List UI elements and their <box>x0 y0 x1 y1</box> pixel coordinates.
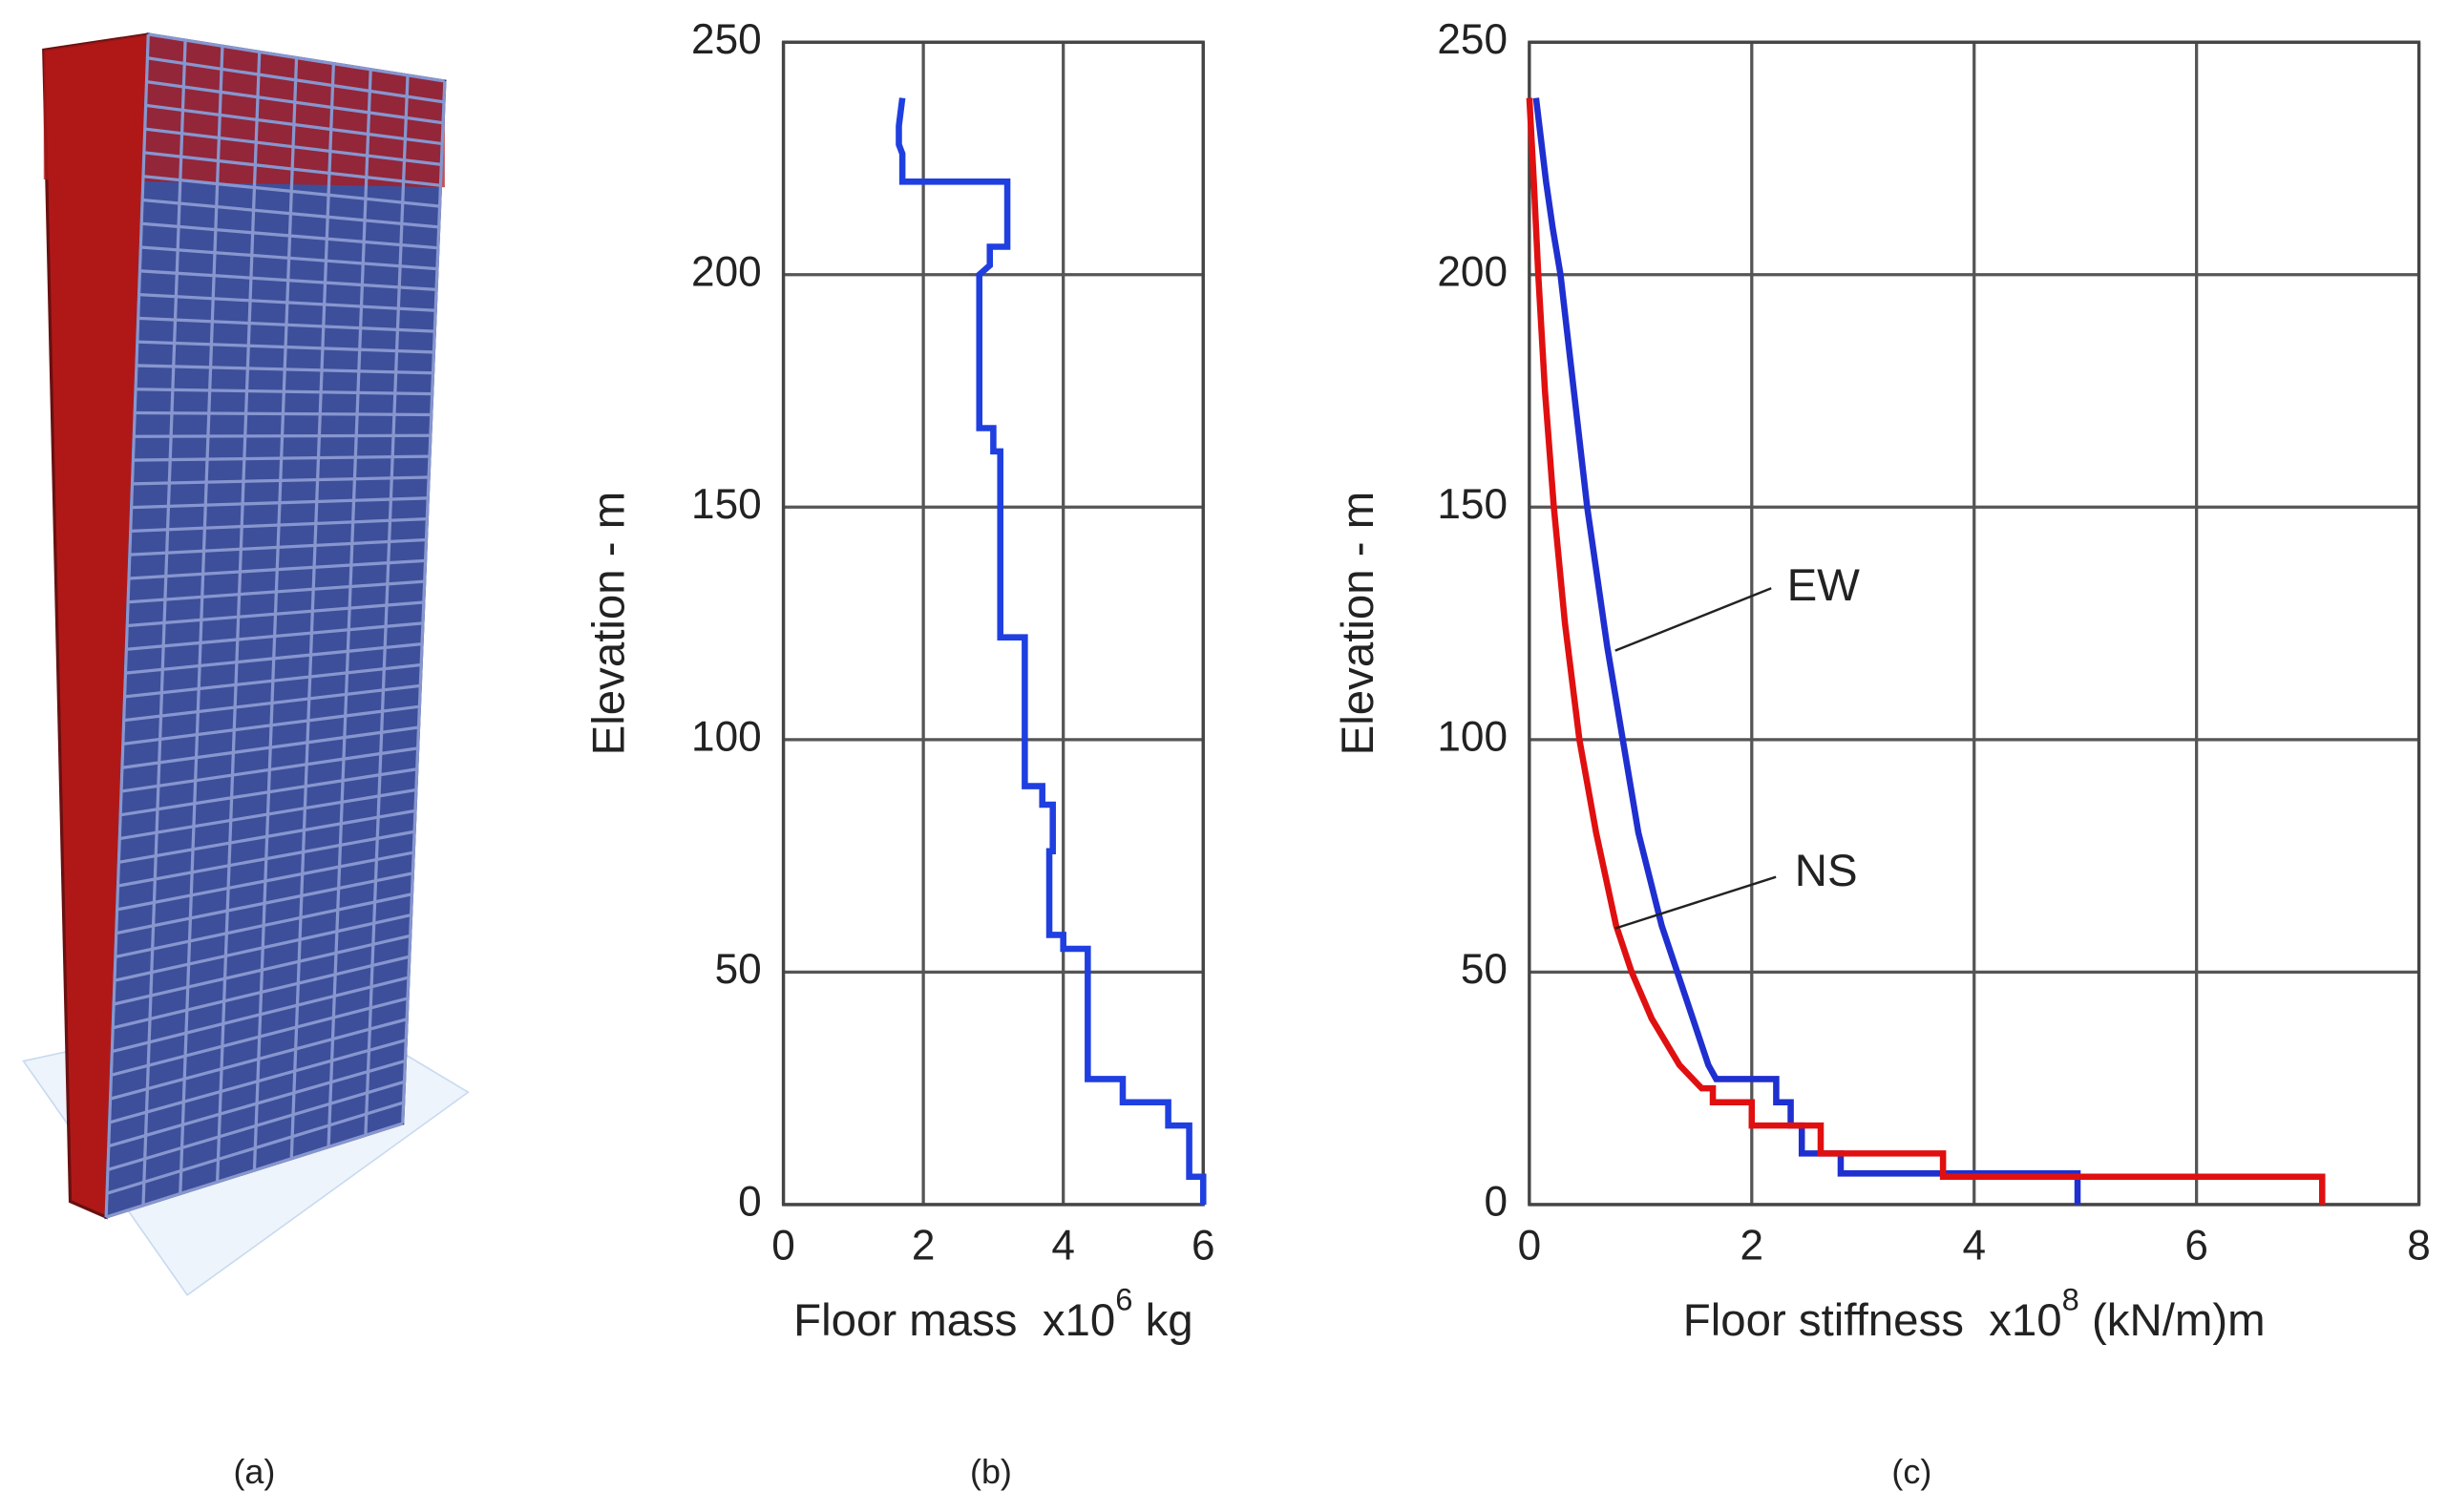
y-axis-label: Elevation - m <box>1333 492 1383 756</box>
y-tick-label: 150 <box>691 481 762 528</box>
y-tick-label: 200 <box>1437 248 1508 295</box>
y-tick-label: 0 <box>738 1179 762 1226</box>
leader-line <box>1614 875 1777 930</box>
x-tick-label: 4 <box>1962 1222 1986 1269</box>
column <box>252 57 299 1171</box>
x-tick-label: 6 <box>2184 1222 2208 1269</box>
x-tick-label: 2 <box>912 1222 936 1269</box>
x-tick-label: 6 <box>1192 1222 1215 1269</box>
leader-line <box>1614 587 1772 652</box>
y-axis-label: Elevation - m <box>583 492 634 756</box>
column <box>401 80 447 1124</box>
y-tick-label: 200 <box>691 248 762 295</box>
y-tick-label: 250 <box>691 16 762 63</box>
column <box>327 69 372 1147</box>
caption: (c) <box>1891 1452 1931 1491</box>
x-axis-label-unit: kg <box>1132 1295 1192 1346</box>
column <box>289 63 336 1159</box>
y-tick-label: 50 <box>1461 946 1508 993</box>
y-tick-label: 0 <box>1484 1179 1508 1226</box>
x-axis-label: Floor stiffness x108 (kN/m)m <box>1683 1281 2266 1346</box>
column <box>179 46 224 1194</box>
y-tick-label: 100 <box>1437 713 1508 760</box>
y-tick-label: 150 <box>1437 481 1508 528</box>
plot-frame <box>1528 40 2421 1207</box>
series-label: EW <box>1787 560 1861 611</box>
plot-frame <box>781 40 1205 1207</box>
y-tick-label: 50 <box>715 946 762 993</box>
x-axis-label-unit: (kN/m)m <box>2079 1295 2266 1346</box>
x-tick-label: 0 <box>771 1222 795 1269</box>
floor-beam <box>105 1122 404 1219</box>
x-axis-label-text: Floor stiffness x10 <box>1683 1295 2062 1346</box>
x-axis-label-exponent: 8 <box>2062 1281 2079 1316</box>
x-tick-label: 0 <box>1518 1222 1542 1269</box>
tower-frame <box>104 32 447 1219</box>
caption: (b) <box>970 1452 1012 1491</box>
x-tick-label: 8 <box>2407 1222 2431 1269</box>
data-line <box>1526 97 2326 1205</box>
y-tick-label: 100 <box>691 713 762 760</box>
data-line <box>1532 97 2081 1205</box>
data-line <box>896 97 1207 1205</box>
x-axis-label-exponent: 6 <box>1115 1281 1132 1316</box>
column <box>141 40 187 1206</box>
x-tick-label: 4 <box>1051 1222 1075 1269</box>
series-label: NS <box>1795 846 1858 896</box>
x-axis-label-text: Floor mass x10 <box>793 1295 1115 1346</box>
y-tick-label: 250 <box>1437 16 1508 63</box>
column <box>104 33 150 1218</box>
caption: (a) <box>233 1452 275 1491</box>
x-tick-label: 2 <box>1740 1222 1764 1269</box>
tower-model <box>22 32 470 1296</box>
column <box>215 52 262 1183</box>
x-axis-label: Floor mass x106 kg <box>793 1281 1193 1346</box>
column <box>364 74 410 1136</box>
